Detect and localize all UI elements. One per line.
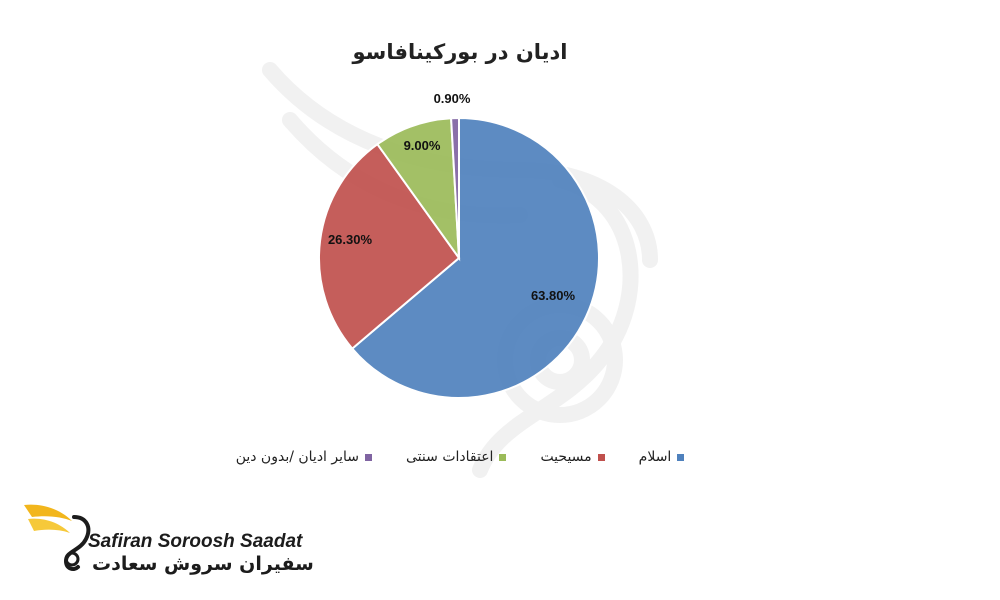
data-label-christianity: 26.30% bbox=[328, 232, 373, 247]
company-logo: Safiran Soroosh Saadat سفیران سروش سعادت bbox=[22, 495, 314, 585]
legend-label-islam: اسلام bbox=[638, 449, 672, 465]
legend-item-christianity: مسیحیت bbox=[540, 449, 605, 465]
data-label-islam: 63.80% bbox=[531, 288, 576, 303]
legend-swatch-other bbox=[365, 453, 373, 461]
bird-logo-icon bbox=[24, 504, 91, 571]
data-label-traditional: 9.00% bbox=[404, 138, 441, 153]
logo-name-fa: سفیران سروش سعادت bbox=[92, 553, 314, 575]
data-label-other: 0.90% bbox=[434, 91, 471, 106]
logo-name-en: Safiran Soroosh Saadat bbox=[88, 531, 303, 552]
legend-swatch-islam bbox=[677, 453, 685, 461]
pie-slice-traditional bbox=[376, 117, 461, 262]
pie-slice-other bbox=[450, 116, 460, 259]
legend-swatch-traditional bbox=[499, 453, 507, 461]
legend-label-christianity: مسیحیت bbox=[540, 449, 592, 465]
legend-item-other: سایر ادیان /بدون دین bbox=[235, 449, 373, 465]
pie-slice-christianity bbox=[318, 142, 461, 350]
legend-item-traditional: اعتقادات سنتی bbox=[406, 449, 507, 465]
chart-title: ادیان در بورکینافاسو bbox=[352, 40, 568, 64]
legend-label-other: سایر ادیان /بدون دین bbox=[235, 449, 360, 465]
pie-labels: 63.80% 26.30% 9.00% 0.90% bbox=[328, 91, 576, 303]
legend-label-traditional: اعتقادات سنتی bbox=[406, 449, 494, 465]
legend: اسلام مسیحیت اعتقادات سنتی سایر ادیان /ب… bbox=[180, 449, 740, 465]
legend-swatch-christianity bbox=[597, 453, 605, 461]
legend-item-islam: اسلام bbox=[639, 449, 685, 465]
pie-slices bbox=[318, 116, 600, 399]
pie-slice-islam bbox=[350, 116, 600, 399]
